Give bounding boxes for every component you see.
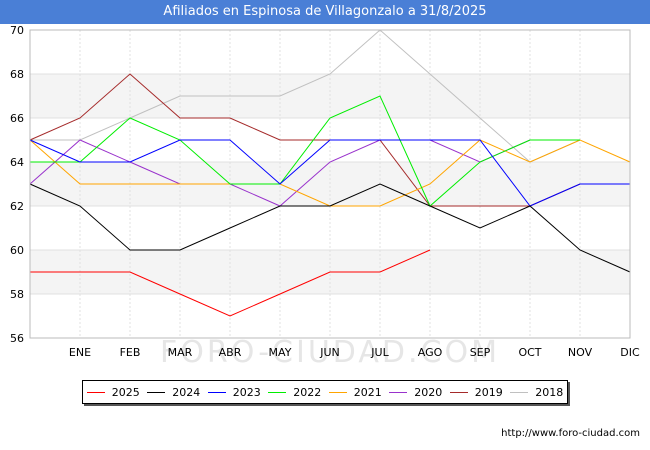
x-tick-label: SEP [470,346,491,359]
legend-label: 2023 [232,385,261,399]
legend-item-2025: 2025 [86,385,140,399]
legend-label: 2024 [172,385,201,399]
y-tick-label: 58 [10,288,24,301]
legend-swatch [147,391,166,393]
series-line-2024 [29,183,631,273]
legend-swatch [86,391,105,393]
y-tick-label: 66 [10,112,24,125]
legend-item-2021: 2021 [328,385,382,399]
legend-label: 2018 [535,385,564,399]
x-tick-label: ABR [219,346,242,359]
legend-swatch [389,391,408,393]
x-tick-label: NOV [568,346,593,359]
series-line-2022 [30,95,580,207]
x-tick-label: OCT [518,346,541,359]
series-line-2018 [30,29,581,163]
legend-item-2022: 2022 [268,386,321,399]
x-tick-label: MAY [269,346,292,359]
legend-item-2018: 2018 [510,386,563,399]
x-tick-label: MAR [168,346,193,359]
legend-item-2020: 2020 [389,386,442,399]
legend-swatch [328,391,347,393]
x-tick-label: AGO [418,346,443,359]
legend-label: 2019 [474,385,503,399]
legend-swatch [207,391,226,393]
legend-item-2024: 2024 [147,386,200,399]
y-tick-label: 70 [10,24,24,37]
y-tick-label: 68 [10,68,24,81]
legend-item-2023: 2023 [207,385,261,399]
y-tick-label: 60 [10,244,24,257]
legend-swatch [510,391,529,393]
series-line-2025 [30,249,431,317]
y-tick-label: 62 [10,200,24,213]
legend-swatch [268,391,287,393]
x-tick-label: JUN [319,346,340,359]
x-tick-label: DIC [620,346,640,359]
legend-item-2019: 2019 [449,385,503,399]
source-url: http://www.foro-ciudad.com [501,428,640,439]
legend-label: 2020 [414,385,443,399]
x-tick-label: JUL [370,346,389,359]
legend-label: 2025 [111,385,140,399]
chart-title: Afiliados en Espinosa de Villagonzalo a … [0,0,650,24]
legend-label: 2022 [293,385,322,399]
y-tick-label: 56 [10,332,24,345]
plot-frame [29,29,631,339]
chart-legend: 2025 2024 2023 2022 2021 2020 2019 2018 [82,380,568,404]
legend-label: 2021 [353,385,382,399]
y-tick-label: 64 [10,156,24,169]
legend-swatch [449,391,468,393]
x-tick-label: ENE [69,346,91,359]
watermark: FORO-CIUDAD.COM [160,335,500,370]
x-tick-label: FEB [120,346,141,359]
